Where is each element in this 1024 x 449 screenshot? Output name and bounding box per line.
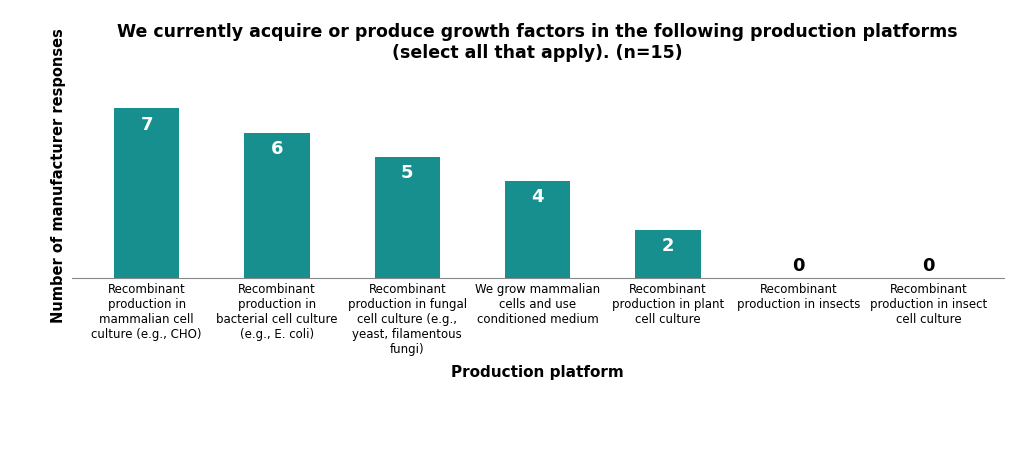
Bar	[245, 132, 309, 278]
Bar	[505, 181, 570, 278]
X-axis label: Production platform: Production platform	[452, 365, 624, 379]
Bar	[635, 230, 700, 278]
Bar	[375, 157, 440, 278]
Text: 0: 0	[923, 257, 935, 276]
Text: 4: 4	[531, 189, 544, 207]
Bar	[114, 108, 179, 278]
Text: 6: 6	[270, 140, 284, 158]
Title: We currently acquire or produce growth factors in the following production platf: We currently acquire or produce growth f…	[118, 23, 957, 62]
Text: 7: 7	[140, 115, 153, 134]
Text: 5: 5	[401, 164, 414, 182]
Text: 0: 0	[792, 257, 805, 276]
Y-axis label: Number of manufacturer responses: Number of manufacturer responses	[51, 28, 67, 322]
Text: 2: 2	[662, 237, 674, 255]
